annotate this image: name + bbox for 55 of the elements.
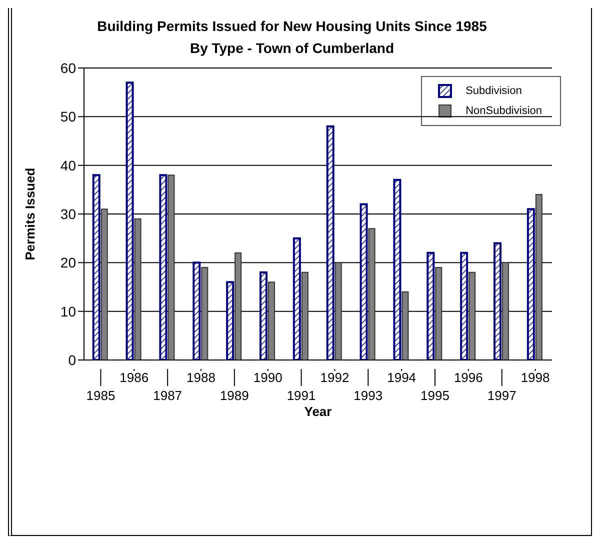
x-tick-label: 1987 (153, 388, 182, 403)
y-tick-label: 40 (60, 157, 76, 174)
bar (126, 82, 134, 360)
bar (292, 237, 301, 360)
bar (268, 282, 276, 360)
bar (502, 262, 510, 360)
legend-label: Subdivision (466, 85, 522, 97)
bar (100, 208, 108, 360)
y-tick-label: 50 (60, 108, 76, 125)
bar (535, 194, 542, 360)
bar (526, 208, 535, 360)
bar (192, 262, 201, 360)
bar (159, 174, 168, 360)
bar (301, 272, 308, 360)
bar (260, 271, 268, 360)
bar (468, 272, 476, 360)
x-axis-title: Year (304, 404, 332, 419)
x-tick-label: 1986 (120, 370, 149, 385)
bar (426, 252, 435, 360)
chart-subtitle: By Type - Town of Cumberland (188, 39, 396, 56)
y-tick-label: 20 (60, 254, 76, 271)
x-tick-label: 1992 (320, 370, 350, 385)
x-tick-label: 1988 (186, 370, 216, 385)
bar (134, 218, 142, 360)
y-tick-label: 10 (60, 303, 76, 320)
x-tick-label: 1985 (86, 388, 116, 403)
chart-title: Building Permits Issued for New Housing Units Since 1985 (96, 17, 488, 34)
bar (402, 291, 409, 360)
bar (360, 203, 368, 360)
x-tick-label: 1989 (220, 388, 249, 403)
bar (226, 281, 234, 360)
bar (201, 267, 208, 360)
bar (234, 252, 242, 360)
x-tick-label: 1998 (520, 370, 550, 385)
y-tick-label: 30 (60, 206, 76, 222)
y-tick-label: 0 (68, 352, 76, 368)
x-tick-label: 1997 (487, 388, 516, 403)
y-tick-label: 60 (60, 60, 76, 76)
bar (334, 262, 342, 360)
bar (494, 242, 502, 360)
x-tick-label: 1991 (286, 388, 316, 403)
bar (393, 178, 402, 360)
x-tick-label: 1993 (354, 388, 383, 403)
x-tick-label: 1994 (387, 370, 416, 385)
bar (92, 174, 100, 360)
bar (168, 174, 175, 360)
x-tick-label: 1996 (454, 370, 483, 385)
legend-label: NonSubdivision (466, 105, 542, 117)
x-tick-label: 1990 (253, 370, 282, 385)
bar (460, 252, 468, 360)
bar (368, 228, 376, 360)
x-tick-label: 1995 (420, 388, 450, 403)
bar (326, 125, 334, 360)
y-axis-title: Permits Issued (22, 168, 38, 260)
bar (435, 267, 442, 360)
